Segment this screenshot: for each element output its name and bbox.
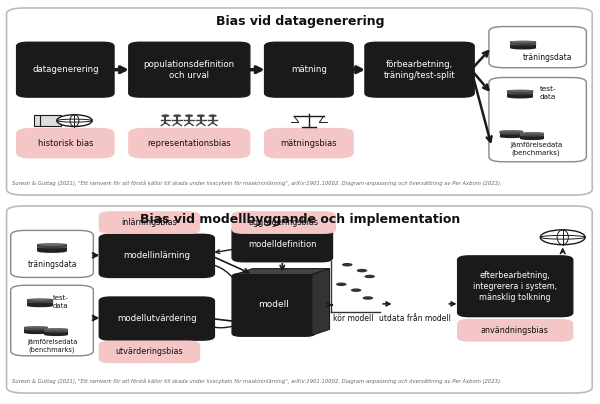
Text: mätningsbias: mätningsbias	[281, 139, 337, 147]
Text: test-
data: test- data	[53, 295, 69, 309]
FancyBboxPatch shape	[11, 230, 94, 278]
FancyBboxPatch shape	[232, 212, 335, 234]
Polygon shape	[235, 269, 329, 274]
Text: representationsbias: representationsbias	[148, 139, 231, 147]
Text: utdata från modell: utdata från modell	[379, 314, 451, 323]
Ellipse shape	[507, 89, 533, 92]
Circle shape	[185, 114, 193, 117]
Text: kör modell: kör modell	[333, 314, 373, 323]
Text: jämförelsedata
(benchmarks): jämförelsedata (benchmarks)	[27, 339, 77, 353]
FancyBboxPatch shape	[34, 115, 61, 126]
Text: modelldefinition: modelldefinition	[248, 240, 317, 248]
Text: Suresh & Guttag (2021), "Ett ramverk för att förstå källor till skada under livs: Suresh & Guttag (2021), "Ett ramverk för…	[12, 379, 502, 384]
Ellipse shape	[500, 130, 523, 133]
Text: populationsdefinition
och urval: populationsdefinition och urval	[144, 60, 235, 80]
FancyBboxPatch shape	[458, 320, 573, 341]
Text: träningsdata: träningsdata	[523, 53, 573, 63]
Circle shape	[57, 115, 92, 126]
FancyBboxPatch shape	[129, 42, 250, 97]
FancyBboxPatch shape	[265, 128, 353, 158]
Text: aggregeringsbias: aggregeringsbias	[248, 218, 319, 227]
Circle shape	[351, 288, 361, 292]
FancyBboxPatch shape	[99, 297, 214, 340]
Text: Bias vid modellbyggande och implementation: Bias vid modellbyggande och implementati…	[140, 213, 460, 226]
FancyBboxPatch shape	[365, 42, 474, 97]
Ellipse shape	[510, 47, 536, 50]
Ellipse shape	[27, 298, 53, 301]
Circle shape	[364, 275, 375, 278]
Ellipse shape	[27, 305, 53, 307]
FancyBboxPatch shape	[489, 27, 586, 68]
FancyBboxPatch shape	[17, 42, 114, 97]
Text: förbearbetning,
träning/test-split: förbearbetning, träning/test-split	[383, 60, 455, 80]
Ellipse shape	[24, 332, 48, 334]
FancyBboxPatch shape	[11, 285, 94, 356]
FancyBboxPatch shape	[265, 42, 353, 97]
FancyBboxPatch shape	[7, 206, 592, 393]
Text: modellinlärning: modellinlärning	[124, 251, 191, 261]
Ellipse shape	[37, 243, 67, 246]
Text: Bias vid datagenerering: Bias vid datagenerering	[216, 15, 384, 28]
FancyBboxPatch shape	[24, 327, 48, 333]
FancyBboxPatch shape	[520, 133, 544, 139]
FancyBboxPatch shape	[232, 274, 315, 336]
FancyBboxPatch shape	[129, 128, 250, 158]
Text: historisk bias: historisk bias	[38, 139, 93, 147]
Text: mätning: mätning	[291, 65, 327, 74]
FancyBboxPatch shape	[458, 256, 573, 317]
Ellipse shape	[510, 40, 536, 43]
Text: utvärderingsbias: utvärderingsbias	[116, 347, 183, 356]
FancyBboxPatch shape	[510, 42, 536, 48]
Text: användningsbias: användningsbias	[481, 326, 549, 335]
Text: efterbearbetning,
integrerera i system,
mänsklig tolkning: efterbearbetning, integrerera i system, …	[473, 271, 557, 302]
Text: jämförelsedata
(benchmarks): jämförelsedata (benchmarks)	[510, 143, 562, 156]
Text: inlärningsbias: inlärningsbias	[122, 218, 178, 227]
Text: test-
data: test- data	[539, 86, 556, 100]
FancyBboxPatch shape	[489, 78, 586, 162]
Circle shape	[197, 114, 205, 117]
FancyBboxPatch shape	[232, 227, 332, 262]
Ellipse shape	[507, 96, 533, 99]
Ellipse shape	[24, 326, 48, 328]
FancyBboxPatch shape	[507, 91, 533, 97]
Circle shape	[208, 114, 217, 117]
Ellipse shape	[500, 136, 523, 138]
Ellipse shape	[520, 138, 544, 140]
Circle shape	[173, 114, 181, 117]
Circle shape	[161, 114, 170, 117]
Text: Suresh & Guttag (2021), "Ett ramverk för att förstå källor till skada under livs: Suresh & Guttag (2021), "Ett ramverk för…	[12, 181, 502, 186]
Circle shape	[342, 263, 353, 267]
Ellipse shape	[37, 250, 67, 253]
Text: datagenerering: datagenerering	[32, 65, 98, 74]
FancyBboxPatch shape	[99, 341, 200, 363]
FancyBboxPatch shape	[37, 244, 67, 251]
Ellipse shape	[44, 334, 68, 336]
Text: modell: modell	[258, 300, 289, 309]
Circle shape	[540, 230, 585, 245]
Ellipse shape	[44, 328, 68, 330]
FancyBboxPatch shape	[99, 234, 214, 278]
FancyBboxPatch shape	[44, 329, 68, 335]
FancyBboxPatch shape	[7, 8, 592, 195]
Text: träningsdata: träningsdata	[27, 260, 77, 269]
FancyBboxPatch shape	[99, 212, 200, 234]
FancyBboxPatch shape	[500, 131, 523, 137]
Circle shape	[356, 269, 367, 272]
Polygon shape	[312, 269, 329, 335]
FancyBboxPatch shape	[17, 128, 114, 158]
Circle shape	[362, 296, 373, 300]
Circle shape	[336, 282, 347, 286]
Ellipse shape	[520, 132, 544, 135]
Text: modellutvärdering: modellutvärdering	[118, 314, 197, 323]
FancyBboxPatch shape	[27, 300, 53, 306]
